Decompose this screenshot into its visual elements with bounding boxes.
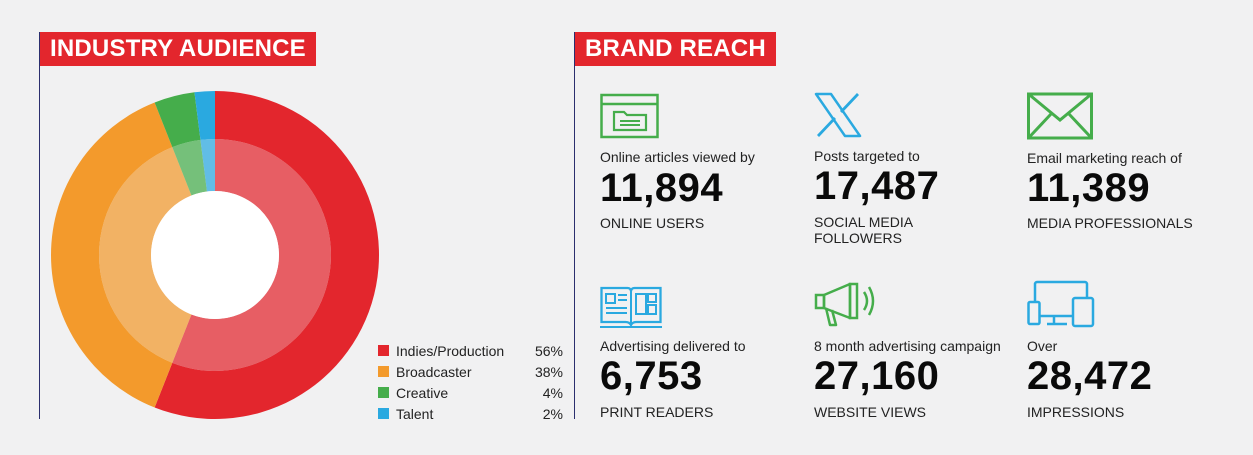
audience-divider [39,32,40,419]
stat-unit: PRINT READERS [600,404,714,420]
stat-social-followers: Posts targeted to 17,487 SOCIAL MEDIA FO… [814,92,1014,252]
legend-swatch-indies [378,345,389,356]
stat-print-readers: Advertising delivered to 6,753 PRINT REA… [600,280,800,425]
donut-slice-outer-2 [154,92,201,148]
legend-value: 2% [542,405,563,422]
donut-slice-outer-0 [154,91,379,419]
donut-slice-outer-3 [194,91,215,140]
stat-value: 17,487 [814,164,940,208]
legend-value: 56% [534,342,563,359]
legend-item: Indies/Production 56% [378,340,563,361]
legend-label: Talent [396,405,434,422]
stat-unit: WEBSITE VIEWS [814,404,927,420]
devices-icon [1027,280,1095,328]
legend-label: Broadcaster [396,363,472,380]
stat-unit: MEDIA PROFESSIONALS [1027,215,1193,231]
megaphone-icon [814,282,875,327]
donut-slice-inner-3 [200,139,215,192]
legend-swatch-creative [378,387,389,398]
stat-value: 27,160 [814,354,940,398]
stat-unit: IMPRESSIONS [1027,404,1125,420]
stat-value: 11,389 [1027,166,1151,210]
donut-slice-inner-0 [172,139,332,371]
legend-label: Indies/Production [396,342,505,359]
stat-intro: Advertising delivered to [600,338,746,354]
donut-hole [151,191,279,319]
legend-swatch-broadcaster [378,366,389,377]
browser-window-icon [600,93,659,139]
stat-intro: Over [1027,338,1058,354]
donut-slice-inner-2 [172,139,207,196]
stat-intro: Email marketing reach of [1027,150,1182,166]
donut-slice-inner-1 [99,147,192,363]
brand-reach-title: BRAND REACH [575,32,776,66]
stat-value: 11,894 [600,166,724,210]
legend-item: Creative 4% [378,382,563,403]
chart-legend: Indies/Production 56% Broadcaster 38% Cr… [378,340,563,424]
brand-reach-divider [574,32,575,419]
stat-intro: 8 month advertising campaign [814,338,1001,354]
stat-unit: ONLINE USERS [600,215,705,231]
legend-item: Talent 2% [378,403,563,424]
stat-impressions: Over 28,472 IMPRESSIONS [1027,280,1227,425]
open-magazine-icon [600,286,662,328]
x-logo-icon [814,92,862,138]
stat-value: 6,753 [600,354,703,398]
legend-label: Creative [396,384,449,401]
legend-value: 38% [534,363,563,380]
legend-swatch-talent [378,408,389,419]
donut-slice-outer-1 [51,102,173,408]
stat-website-views: 8 month advertising campaign 27,160 WEBS… [814,280,1014,425]
stat-unit: SOCIAL MEDIA FOLLOWERS [814,214,913,246]
stat-value: 28,472 [1027,354,1153,398]
stat-media-professionals: Email marketing reach of 11,389 MEDIA PR… [1027,92,1227,242]
stat-intro: Posts targeted to [814,148,920,164]
industry-audience-title: INDUSTRY AUDIENCE [40,32,316,66]
stat-intro: Online articles viewed by [600,149,755,165]
donut-chart [51,91,379,419]
legend-value: 4% [542,384,563,401]
envelope-icon [1027,92,1093,140]
stat-online-users: Online articles viewed by 11,894 ONLINE … [600,92,800,242]
legend-item: Broadcaster 38% [378,361,563,382]
